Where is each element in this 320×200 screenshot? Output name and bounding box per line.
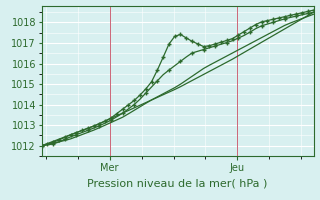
X-axis label: Pression niveau de la mer( hPa ): Pression niveau de la mer( hPa ) <box>87 179 268 188</box>
